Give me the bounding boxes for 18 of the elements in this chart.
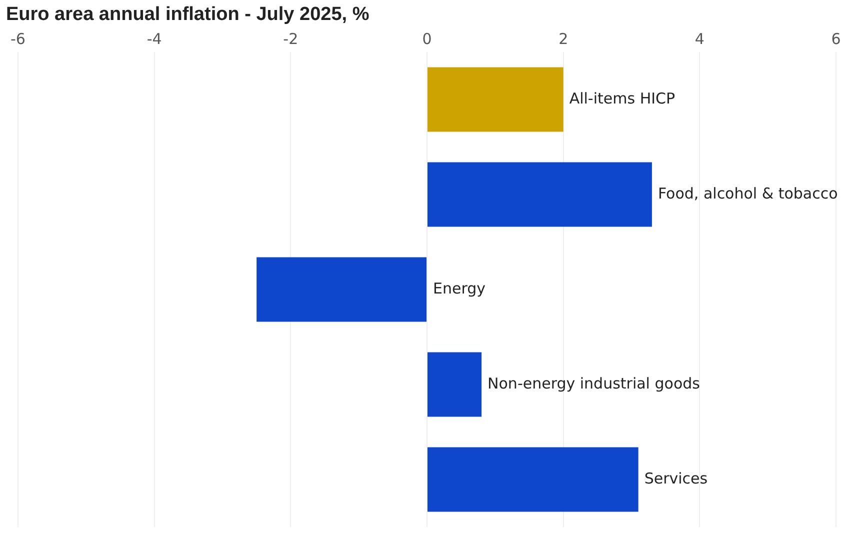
x-tick-label: -6 xyxy=(10,30,26,48)
bar xyxy=(428,352,482,417)
y-tick-label: All-items HICP xyxy=(569,89,676,108)
bar xyxy=(256,257,426,322)
x-tick-label: -2 xyxy=(283,30,298,48)
bar xyxy=(428,447,638,512)
x-tick-label: -4 xyxy=(146,30,162,48)
bar xyxy=(428,162,652,227)
x-tick-label: 2 xyxy=(558,30,568,48)
y-tick-label: Non-energy industrial goods xyxy=(488,374,700,392)
y-tick-label: Services xyxy=(644,469,708,488)
y-tick-label: Energy xyxy=(433,279,486,298)
chart-title: Euro area annual inflation - July 2025, % xyxy=(5,3,370,27)
x-tick-label: 6 xyxy=(831,30,841,48)
x-tick-label: 4 xyxy=(694,30,704,48)
x-tick-label: 0 xyxy=(422,30,432,48)
bar xyxy=(428,67,564,132)
y-tick-label: Food, alcohol & tobacco xyxy=(658,184,838,202)
